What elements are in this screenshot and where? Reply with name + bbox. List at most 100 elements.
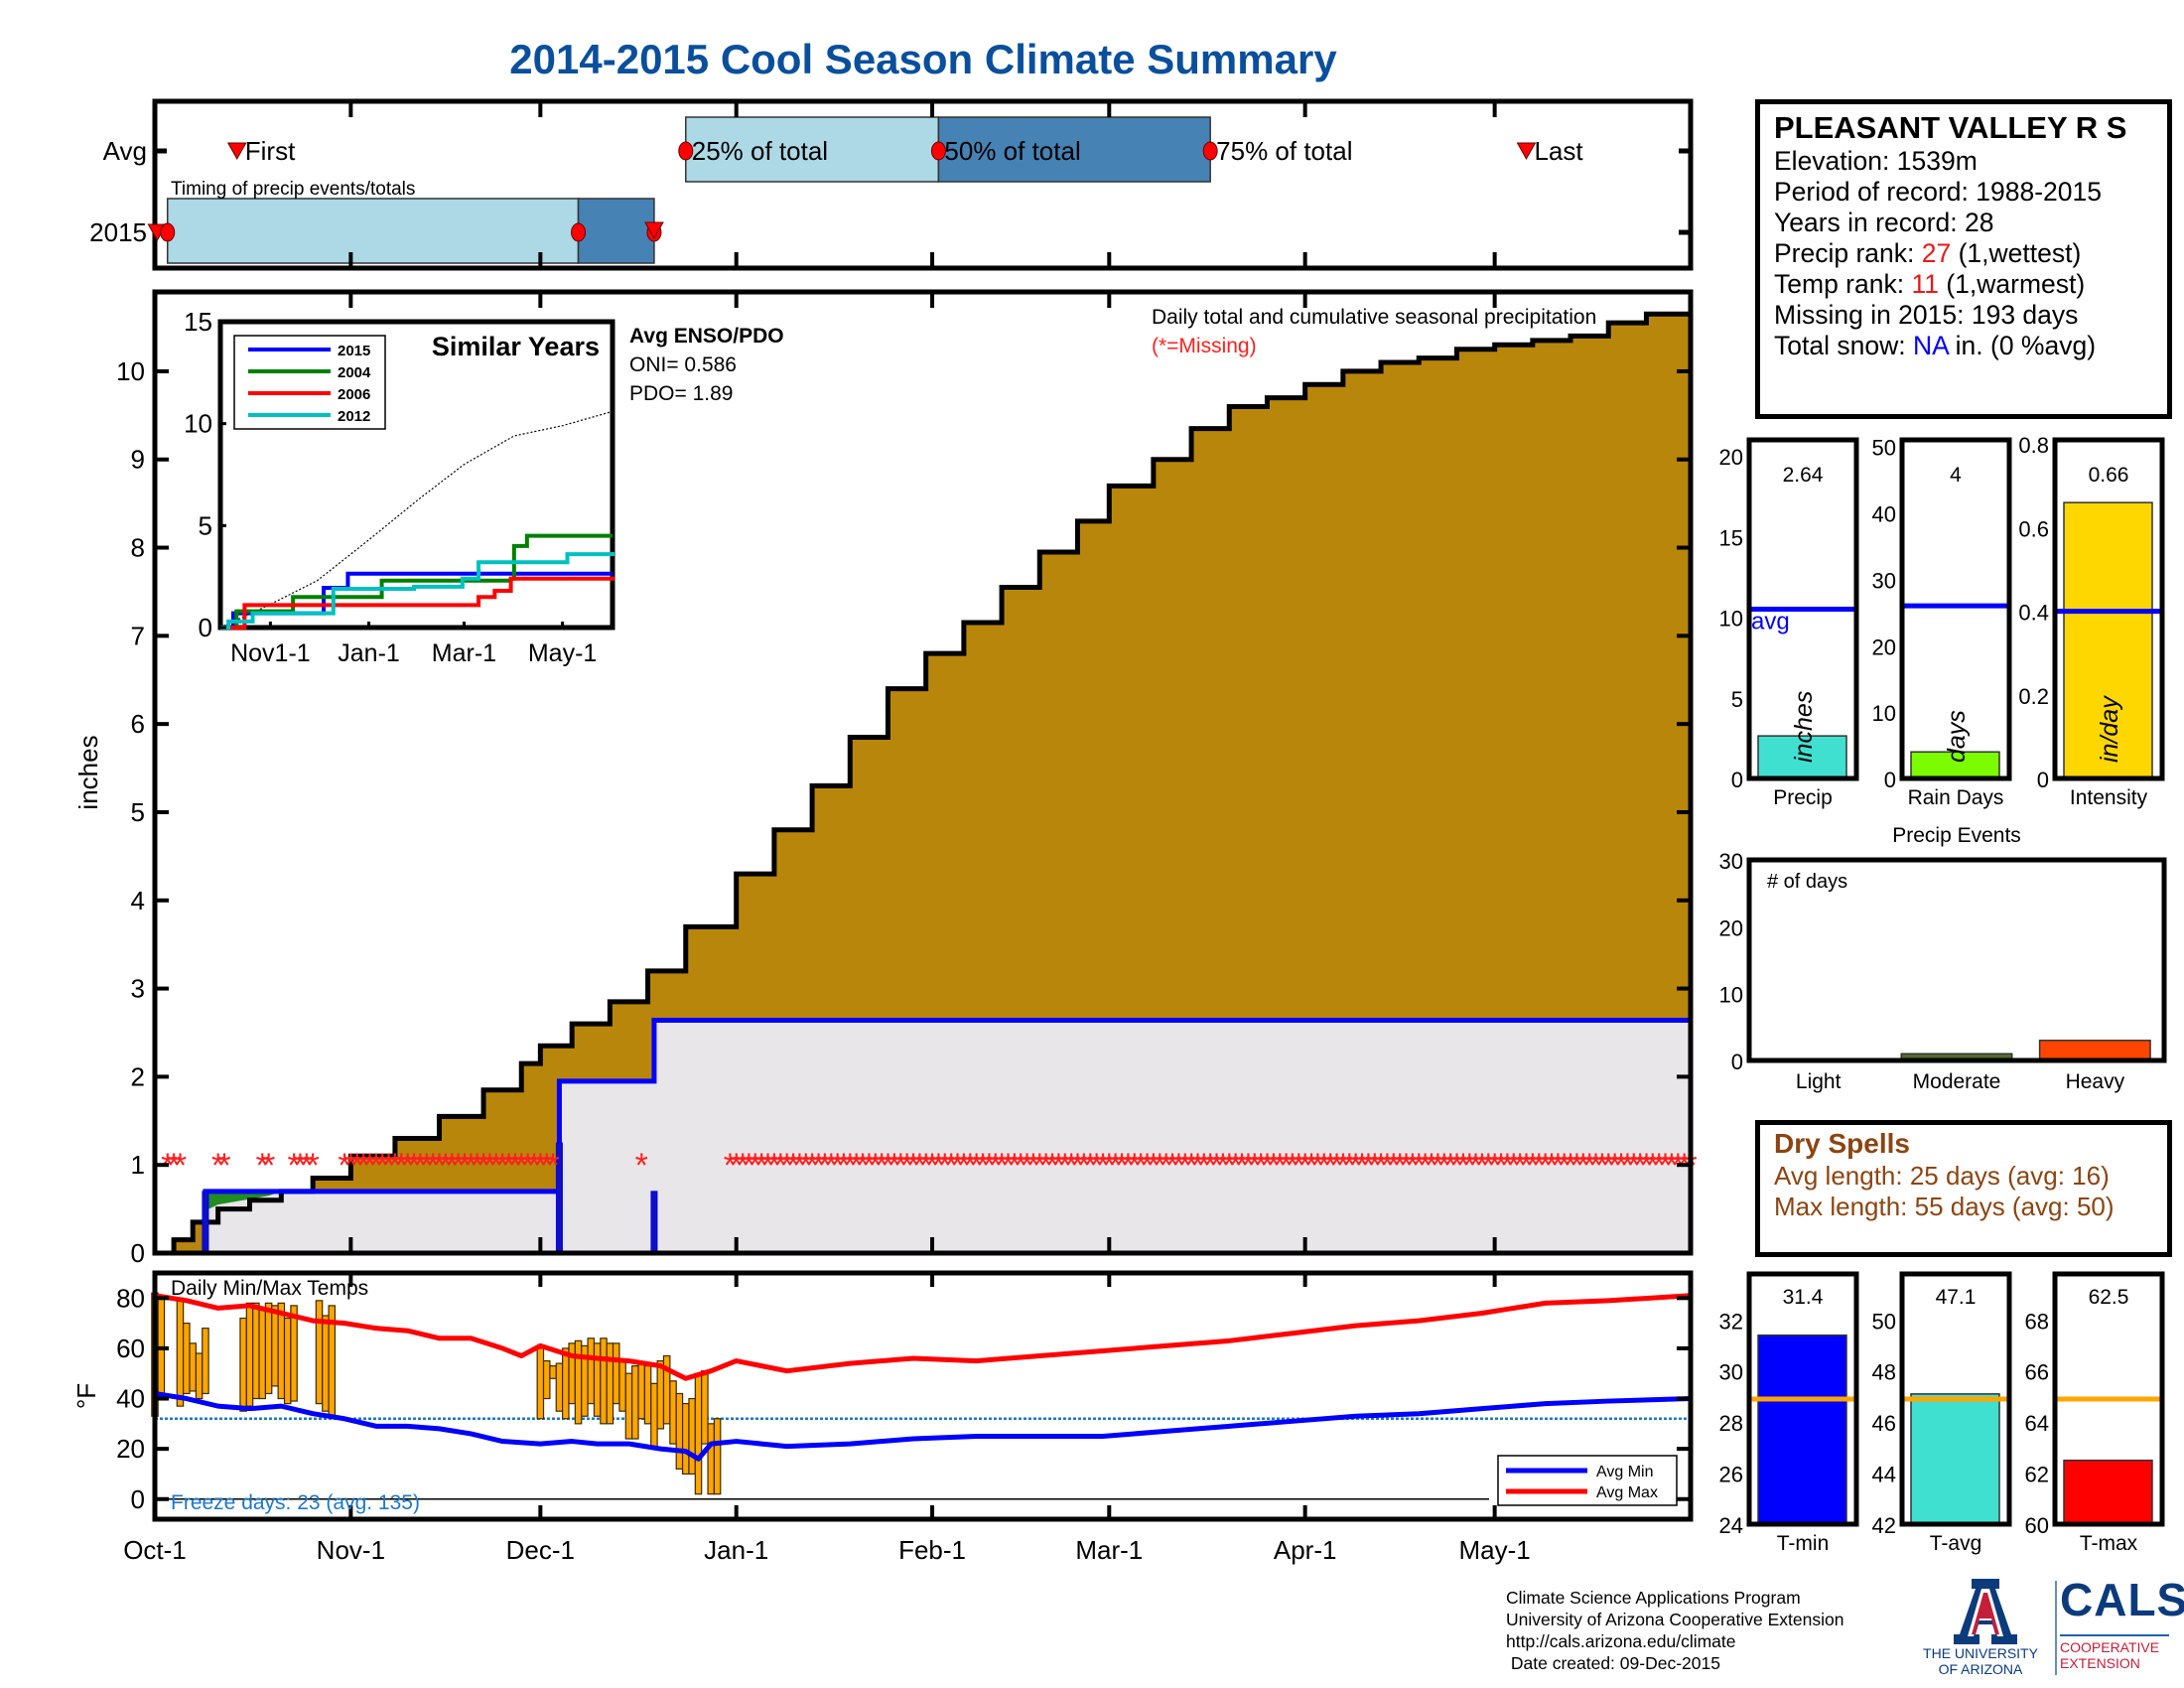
missing-day-marker: * xyxy=(338,1147,350,1185)
missing-day-marker: * xyxy=(1286,1147,1298,1185)
panel-y-tick-label: 50 xyxy=(1872,436,1896,461)
missing-day-marker: * xyxy=(1608,1147,1621,1185)
missing-day-marker: * xyxy=(1558,1147,1570,1185)
missing-day-marker: * xyxy=(376,1147,389,1185)
missing-day-marker: * xyxy=(1520,1147,1533,1185)
inset-series-2015 xyxy=(220,571,613,630)
missing-day-marker: * xyxy=(344,1147,357,1185)
temp-y-tick-label: 0 xyxy=(131,1484,145,1514)
missing-note: (*=Missing) xyxy=(1152,335,1257,357)
daily-temp-bar xyxy=(637,1362,645,1420)
missing-day-marker: * xyxy=(1077,1147,1090,1185)
missing-day-marker: * xyxy=(363,1147,376,1185)
panel-unit-label: in/day xyxy=(2096,695,2123,763)
daily-temp-bar xyxy=(195,1352,204,1400)
missing-day-marker: * xyxy=(1154,1147,1166,1185)
missing-day-marker: * xyxy=(863,1147,876,1185)
missing-day-marker: * xyxy=(1039,1147,1052,1185)
enso-heading: Avg ENSO/PDO xyxy=(629,325,784,348)
missing-day-marker: * xyxy=(1355,1147,1368,1185)
temp-rank-note: (1,warmest) xyxy=(1938,269,2086,299)
panel-y-tick-label: 68 xyxy=(2025,1309,2049,1334)
missing-day-marker: * xyxy=(1248,1147,1261,1185)
value-bar xyxy=(2063,1459,2153,1525)
daily-temp-bar xyxy=(574,1339,583,1425)
panel-y-tick-label: 30 xyxy=(1719,1360,1743,1385)
temp-plot-bg xyxy=(155,1273,1691,1519)
missing-day-marker: * xyxy=(369,1147,382,1185)
university-of-arizona-wordmark: THE UNIVERSITY OF ARIZONA xyxy=(1916,1645,2045,1677)
missing-day-marker: * xyxy=(1665,1147,1678,1185)
missing-day-marker: * xyxy=(1475,1147,1488,1185)
missing-day-marker: * xyxy=(174,1147,187,1185)
missing-day-marker: * xyxy=(995,1147,1008,1185)
missing-day-marker: * xyxy=(1298,1147,1311,1185)
avg-min-line xyxy=(154,1391,1692,1462)
missing-day-marker: * xyxy=(477,1147,489,1185)
panel-y-tick-label: 0.4 xyxy=(2018,601,2049,626)
missing-day-marker: * xyxy=(1387,1147,1400,1185)
panel-y-tick-label: 0 xyxy=(1731,768,1743,792)
panel-y-tick-label: 44 xyxy=(1872,1463,1896,1487)
missing-day-marker: * xyxy=(307,1147,320,1185)
credits: Climate Science Applications Program Uni… xyxy=(1506,1587,1843,1674)
panel-category-label: Intensity xyxy=(2070,786,2148,809)
avg-q2-bar xyxy=(937,116,1211,183)
value-bar xyxy=(1910,751,2000,779)
missing-day-marker: * xyxy=(882,1147,894,1185)
inset-x-tick-label: Mar-1 xyxy=(432,639,496,667)
missing-day-marker: * xyxy=(957,1147,970,1185)
inset-average-line xyxy=(219,410,614,629)
temp-plot: 0 20 40 60 80 Oct-1 Nov-1 Dec-1 Jan-1 Feb-1 Mar-1 A… xyxy=(71,1270,1694,1565)
daily-temp-bar xyxy=(271,1305,279,1387)
panel-y-tick-label: 0 xyxy=(2037,768,2049,792)
missing-day-marker: * xyxy=(1160,1147,1172,1185)
avg-q1-bar xyxy=(685,116,940,183)
cals-underline xyxy=(2060,1634,2169,1636)
panel-y-tick-label: 15 xyxy=(1719,525,1743,550)
snow-note: in. (0 %avg) xyxy=(1948,331,2097,360)
panel-unit-label: days xyxy=(1943,710,1971,763)
missing-day-marker: * xyxy=(1394,1147,1407,1185)
avg-first-marker xyxy=(226,142,247,161)
timing-row-label-2015: 2015 xyxy=(89,217,147,247)
missing-day-marker: * xyxy=(932,1147,945,1185)
missing-day-marker: * xyxy=(1488,1147,1501,1185)
missing-day-marker: * xyxy=(1501,1147,1514,1185)
avg-cumulative-line xyxy=(155,307,1694,1256)
daily-temp-bar xyxy=(568,1342,576,1405)
enso-oni: ONI= 0.586 xyxy=(629,353,737,376)
avg-p50-label: 50% of total xyxy=(944,136,1080,166)
missing-day-marker: * xyxy=(856,1147,869,1185)
precip-y-tick-label: 9 xyxy=(131,445,145,475)
temp-plot-frame xyxy=(152,1270,1694,1522)
missing-day-marker: * xyxy=(1280,1147,1293,1185)
missing-day-marker: * xyxy=(496,1147,509,1185)
missing-day-marker: * xyxy=(1115,1147,1128,1185)
missing-day-marker: * xyxy=(736,1147,749,1185)
missing-day-marker: * xyxy=(793,1147,806,1185)
missing-day-marker: * xyxy=(1494,1147,1507,1185)
daily-temp-bar xyxy=(656,1359,665,1430)
missing-day-marker: * xyxy=(1096,1147,1109,1185)
daily-temp-bar xyxy=(600,1337,608,1425)
university-of-arizona-logo-icon xyxy=(1954,1579,2017,1644)
timing-row-label-avg: Avg xyxy=(103,136,147,166)
missing-day-marker: * xyxy=(812,1147,825,1185)
missing-day-marker: * xyxy=(1533,1147,1546,1185)
missing-day-marker: * xyxy=(913,1147,926,1185)
credits-url[interactable]: http://cals.arizona.edu/climate xyxy=(1506,1631,1736,1651)
missing-day-marker: * xyxy=(976,1147,989,1185)
events-annotation: # of days xyxy=(1767,871,1847,893)
inset-y-tick-label: 10 xyxy=(184,409,212,439)
events-frame xyxy=(1746,857,2167,1063)
panel-unit-label: inches xyxy=(1790,691,1818,763)
x-tick-label: Nov-1 xyxy=(317,1535,385,1565)
daily-temp-bar xyxy=(202,1328,209,1395)
missing-day-marker: * xyxy=(818,1147,831,1185)
station-info-box: PLEASANT VALLEY R S Elevation: 1539m Per… xyxy=(1755,99,2172,419)
missing-day-marker: * xyxy=(1172,1147,1185,1185)
x-tick-label: May-1 xyxy=(1459,1535,1531,1565)
missing-day-marker: * xyxy=(767,1147,780,1185)
missing-day-marker: * xyxy=(540,1147,553,1185)
